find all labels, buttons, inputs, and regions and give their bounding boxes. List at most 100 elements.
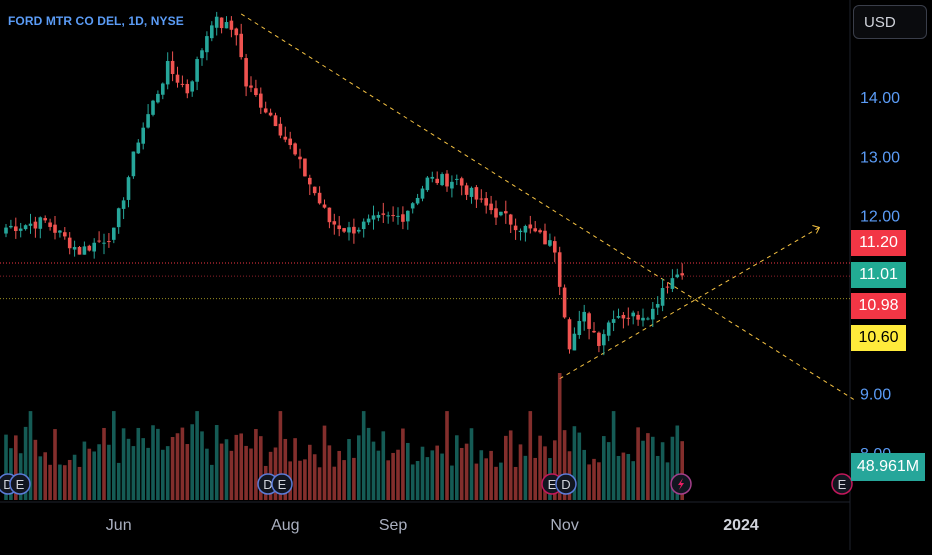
candle-body [43,218,47,221]
candle-body [156,93,160,103]
candle-body [401,214,405,222]
candle-body [67,237,72,249]
candle-body [572,333,577,351]
candle-body [107,241,111,243]
time-axis: Jun Aug Sep Nov 2024 [106,517,759,534]
candle-body [352,226,356,234]
volume-bar [87,448,92,500]
candle-body [508,214,513,225]
candle-body [195,59,199,82]
candle-body [489,203,493,211]
volume-bar [107,444,111,500]
volume-bar [38,456,43,500]
candle-body [63,232,67,237]
candle-body [396,215,400,217]
volume-bar [308,444,312,500]
candle-body [317,192,322,204]
candle-body [631,312,635,317]
volume-bar [249,448,253,500]
candle-body [4,227,8,234]
volume-bar [23,426,28,500]
earnings-icon[interactable] [831,473,853,495]
time-tick-label: Nov [550,517,578,534]
volume-bar [259,436,263,500]
candle-body [278,123,283,136]
volume-bar [48,464,52,500]
volume-bar [420,446,425,500]
volume-bar [224,439,229,500]
candle-body [430,176,435,179]
volume-bar [229,450,234,500]
candle-body [308,177,312,185]
candle-body [660,288,665,306]
volume-bar [141,438,145,500]
volume-bar [254,429,258,500]
volume-bar [357,435,361,500]
candle-body [455,178,459,180]
candle-body [219,17,224,29]
candle-body [28,223,33,226]
candle-body [592,330,596,333]
price-tag: 11.01 [851,262,906,288]
volume-bar [646,433,650,500]
candle-body [361,221,366,230]
volume-bar [165,446,170,500]
candle-body [602,334,606,346]
candle-body [200,50,204,59]
candle-body [680,273,684,276]
currency-button[interactable]: USD [853,5,927,39]
candle-body [366,218,371,223]
volume-bar [597,462,601,500]
volume-bar [680,441,684,500]
volume-bar [72,454,77,500]
volume-bar [415,460,420,500]
volume-bar [450,465,454,500]
candle-body [538,230,542,233]
volume-bar [244,445,248,500]
volume-bar [445,411,449,500]
earnings-icon[interactable] [271,473,293,495]
candle-body [582,311,586,322]
volume-bar [92,451,96,500]
earnings-icon[interactable] [9,473,31,495]
event-letter: D [3,477,12,492]
dividend-icon[interactable] [555,473,577,495]
symbol-title: FORD MTR CO DEL, 1D, NYSE [8,14,184,28]
volume-bar [136,427,141,500]
candle-body [626,317,631,319]
candle-body [146,114,150,128]
volume-bar [97,444,101,500]
event-letter: E [278,477,287,492]
volume-bar [14,435,18,500]
volume-bar [146,447,150,500]
candle-body [327,207,332,223]
time-tick-label: Jun [106,517,132,534]
candle-body [23,225,28,230]
candle-body [229,20,234,30]
volume-bar [455,435,459,500]
candle-body [386,215,390,217]
candle-body [646,318,650,320]
candle-body [577,320,582,336]
time-tick-label: Sep [379,517,408,534]
candle-body [112,227,116,240]
volume-bar [557,373,562,500]
candle-body [425,177,430,191]
candle-body [415,197,420,204]
candle-body [312,186,317,194]
candle-body [72,246,77,250]
lightning-icon [678,478,684,490]
candle-body [33,221,38,229]
volume-bar [366,427,371,500]
candle-body [410,203,415,209]
volume-bar [278,411,283,500]
candle-body [651,308,655,320]
candle-body [77,247,82,255]
candle-body [474,187,479,200]
volume-bar [67,459,72,500]
volume-bar [234,434,239,500]
volume-bar [327,445,332,500]
candle-body [587,313,591,329]
